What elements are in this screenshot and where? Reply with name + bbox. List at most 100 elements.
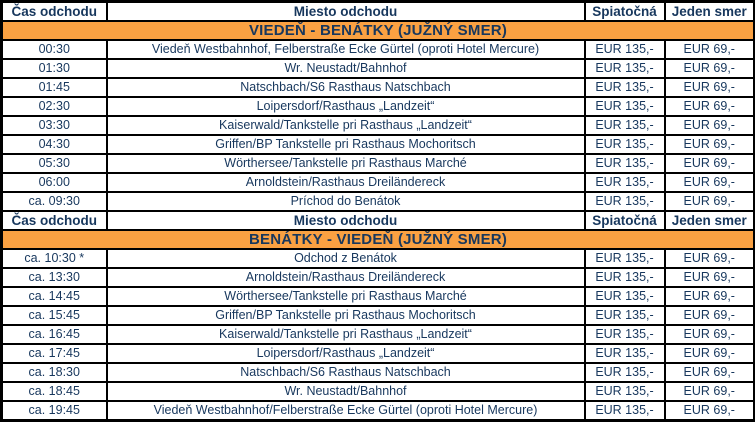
table-row: ca. 18:30 Natschbach/S6 Rasthaus Natschba… <box>0 362 755 383</box>
column-header-return-price: Spiatočná <box>583 0 666 22</box>
oneway-price-cell: EUR 69,- <box>663 77 755 98</box>
table-row: ca. 15:45 Griffen/BP Tankstelle pri Rasth… <box>0 305 755 326</box>
return-price-cell: EUR 135,- <box>583 115 666 136</box>
oneway-price-cell: EUR 69,- <box>663 134 755 155</box>
departure-time-cell: ca. 16:45 <box>0 324 108 345</box>
oneway-price-cell: EUR 69,- <box>663 115 755 136</box>
return-price-cell: EUR 135,- <box>583 248 666 269</box>
return-price-cell: EUR 135,- <box>583 267 666 288</box>
departure-time-cell: ca. 13:30 <box>0 267 108 288</box>
oneway-price-cell: EUR 69,- <box>663 400 755 422</box>
return-price-cell: EUR 135,- <box>583 134 666 155</box>
departure-place-cell: Natschbach/S6 Rasthaus Natschbach <box>105 362 586 383</box>
column-header-departure-place: Miesto odchodu <box>105 210 586 231</box>
oneway-price-cell: EUR 69,- <box>663 305 755 326</box>
section-title-row: VIEDEŇ - BENÁTKY (JUŽNÝ SMER) <box>0 20 755 41</box>
column-header-departure-time: Čas odchodu <box>0 210 108 231</box>
departure-place-cell: Loipersdorf/Rasthaus „Landzeit“ <box>105 96 586 117</box>
departure-time-cell: ca. 19:45 <box>0 400 108 422</box>
column-header-row: Čas odchodu Miesto odchodu Spiatočná Jed… <box>0 0 755 22</box>
departure-time-cell: ca. 18:30 <box>0 362 108 383</box>
departure-place-cell: Arnoldstein/Rasthaus Dreiländereck <box>105 172 586 193</box>
table-row: ca. 14:45 Wörthersee/Tankstelle pri Rasth… <box>0 286 755 307</box>
return-price-cell: EUR 135,- <box>583 77 666 98</box>
departure-place-cell: Kaiserwald/Tankstelle pri Rasthaus „Land… <box>105 115 586 136</box>
departure-place-cell: Loipersdorf/Rasthaus „Landzeit“ <box>105 343 586 364</box>
departure-place-cell: Viedeň Westbahnhof/Felberstraße Ecke Gür… <box>105 400 586 422</box>
departure-place-cell: Griffen/BP Tankstelle pri Rasthaus Mocho… <box>105 305 586 326</box>
column-header-return-price: Spiatočná <box>583 210 666 231</box>
return-price-cell: EUR 135,- <box>583 286 666 307</box>
return-price-cell: EUR 135,- <box>583 96 666 117</box>
departure-time-cell: ca. 15:45 <box>0 305 108 326</box>
oneway-price-cell: EUR 69,- <box>663 286 755 307</box>
section-title-vieden-benatky: VIEDEŇ - BENÁTKY (JUŽNÝ SMER) <box>0 20 755 41</box>
column-header-oneway-price: Jeden smer <box>663 0 755 22</box>
departure-place-cell: Griffen/BP Tankstelle pri Rasthaus Mocho… <box>105 134 586 155</box>
table-row: ca. 16:45 Kaiserwald/Tankstelle pri Rasth… <box>0 324 755 345</box>
departure-time-cell: ca. 17:45 <box>0 343 108 364</box>
departure-place-cell: Kaiserwald/Tankstelle pri Rasthaus „Land… <box>105 324 586 345</box>
return-price-cell: EUR 135,- <box>583 153 666 174</box>
section-benatky-vieden: Čas odchodu Miesto odchodu Spiatočná Jed… <box>0 210 755 422</box>
oneway-price-cell: EUR 69,- <box>663 96 755 117</box>
departure-place-cell: Natschbach/S6 Rasthaus Natschbach <box>105 77 586 98</box>
section-title-row: BENÁTKY - VIEDEŇ (JUŽNÝ SMER) <box>0 229 755 250</box>
departure-time-cell: 05:30 <box>0 153 108 174</box>
return-price-cell: EUR 135,- <box>583 172 666 193</box>
oneway-price-cell: EUR 69,- <box>663 191 755 212</box>
departure-time-cell: 01:45 <box>0 77 108 98</box>
departure-time-cell: ca. 18:45 <box>0 381 108 402</box>
departure-time-cell: 00:30 <box>0 39 108 60</box>
section-vieden-benatky: Čas odchodu Miesto odchodu Spiatočná Jed… <box>0 0 755 212</box>
section-title-benatky-vieden: BENÁTKY - VIEDEŇ (JUŽNÝ SMER) <box>0 229 755 250</box>
departure-time-cell: 06:00 <box>0 172 108 193</box>
table-row: ca. 09:30 Príchod do Benátok EUR 135,- EUR … <box>0 191 755 212</box>
table-row: 05:30 Wörthersee/Tankstelle pri Rasthaus … <box>0 153 755 174</box>
return-price-cell: EUR 135,- <box>583 191 666 212</box>
table-row: 04:30 Griffen/BP Tankstelle pri Rasthaus … <box>0 134 755 155</box>
departure-place-cell: Wr. Neustadt/Bahnhof <box>105 58 586 79</box>
return-price-cell: EUR 135,- <box>583 343 666 364</box>
departure-place-cell: Príchod do Benátok <box>105 191 586 212</box>
departure-time-cell: 01:30 <box>0 58 108 79</box>
table-row: 01:45 Natschbach/S6 Rasthaus Natschbach EU… <box>0 77 755 98</box>
table-row: 01:30 Wr. Neustadt/Bahnhof EUR 135,- EUR 69… <box>0 58 755 79</box>
column-header-row: Čas odchodu Miesto odchodu Spiatočná Jed… <box>0 210 755 231</box>
return-price-cell: EUR 135,- <box>583 305 666 326</box>
return-price-cell: EUR 135,- <box>583 381 666 402</box>
table-row: ca. 13:30 Arnoldstein/Rasthaus Dreiländer… <box>0 267 755 288</box>
oneway-price-cell: EUR 69,- <box>663 343 755 364</box>
departure-place-cell: Wr. Neustadt/Bahnhof <box>105 381 586 402</box>
departure-time-cell: ca. 09:30 <box>0 191 108 212</box>
oneway-price-cell: EUR 69,- <box>663 153 755 174</box>
oneway-price-cell: EUR 69,- <box>663 362 755 383</box>
departure-place-cell: Viedeň Westbahnhof, Felberstraße Ecke Gü… <box>105 39 586 60</box>
oneway-price-cell: EUR 69,- <box>663 172 755 193</box>
departure-place-cell: Wörthersee/Tankstelle pri Rasthaus March… <box>105 286 586 307</box>
oneway-price-cell: EUR 69,- <box>663 58 755 79</box>
return-price-cell: EUR 135,- <box>583 39 666 60</box>
departure-time-cell: ca. 14:45 <box>0 286 108 307</box>
return-price-cell: EUR 135,- <box>583 58 666 79</box>
column-header-departure-place: Miesto odchodu <box>105 0 586 22</box>
table-row: 03:30 Kaiserwald/Tankstelle pri Rasthaus … <box>0 115 755 136</box>
departure-place-cell: Odchod z Benátok <box>105 248 586 269</box>
departure-place-cell: Wörthersee/Tankstelle pri Rasthaus March… <box>105 153 586 174</box>
oneway-price-cell: EUR 69,- <box>663 248 755 269</box>
oneway-price-cell: EUR 69,- <box>663 267 755 288</box>
return-price-cell: EUR 135,- <box>583 324 666 345</box>
return-price-cell: EUR 135,- <box>583 400 666 422</box>
departure-time-cell: ca. 10:30 * <box>0 248 108 269</box>
column-header-departure-time: Čas odchodu <box>0 0 108 22</box>
departure-time-cell: 04:30 <box>0 134 108 155</box>
departure-time-cell: 03:30 <box>0 115 108 136</box>
table-row: ca. 19:45 Viedeň Westbahnhof/Felberstraße… <box>0 400 755 422</box>
return-price-cell: EUR 135,- <box>583 362 666 383</box>
column-header-oneway-price: Jeden smer <box>663 210 755 231</box>
table-row: ca. 18:45 Wr. Neustadt/Bahnhof EUR 135,- EU… <box>0 381 755 402</box>
table-row: ca. 10:30 * Odchod z Benátok EUR 135,- EUR … <box>0 248 755 269</box>
oneway-price-cell: EUR 69,- <box>663 324 755 345</box>
